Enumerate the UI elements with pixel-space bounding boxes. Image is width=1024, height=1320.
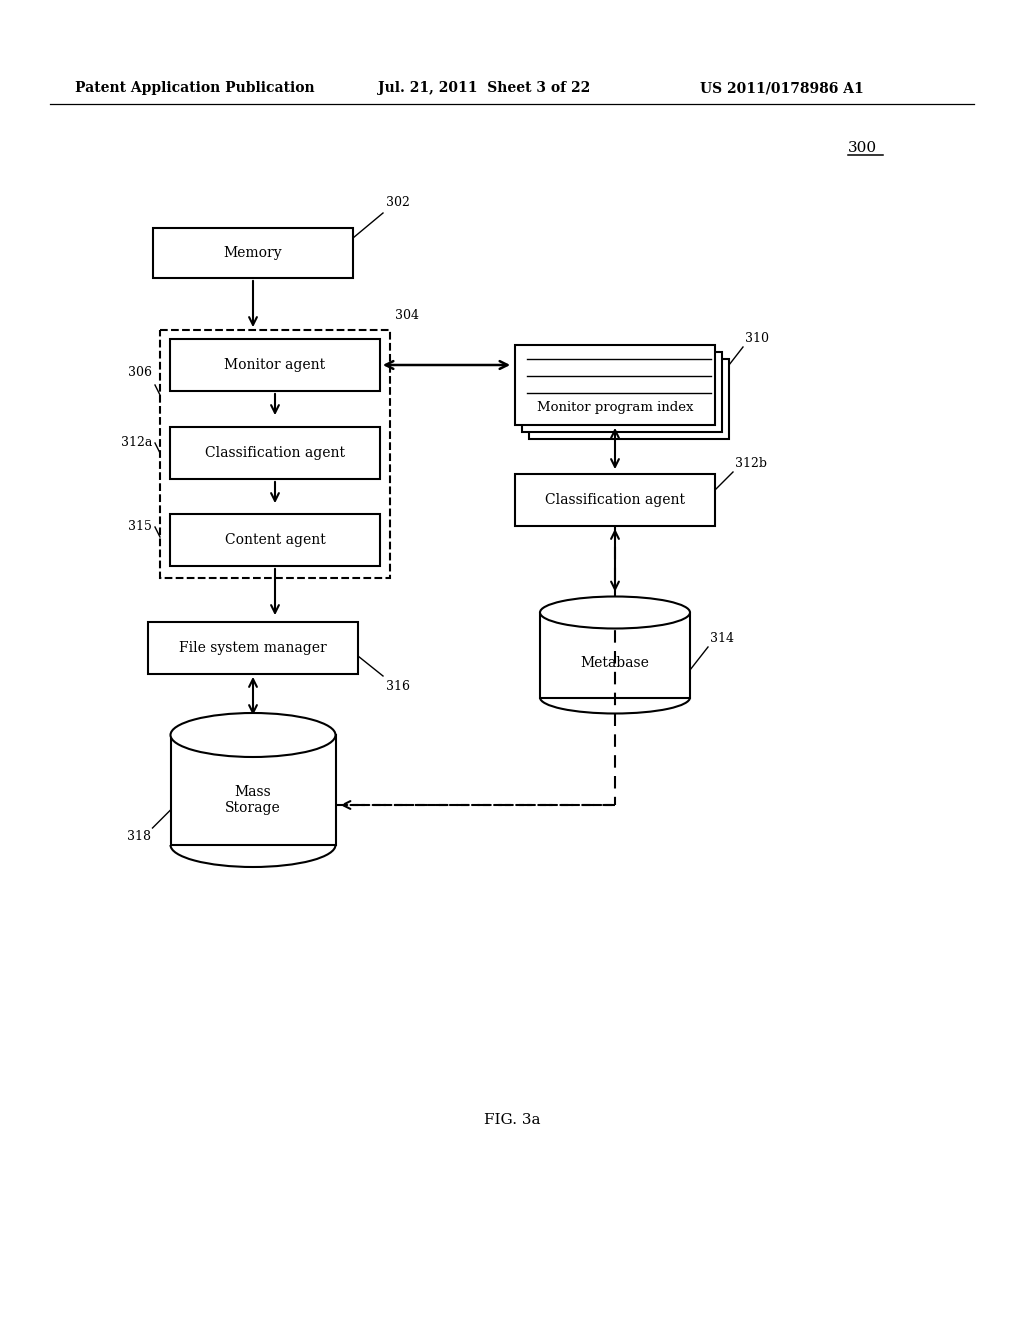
Text: 316: 316	[386, 680, 410, 693]
Text: Classification agent: Classification agent	[205, 446, 345, 459]
Text: 314: 314	[710, 632, 734, 645]
FancyBboxPatch shape	[515, 474, 715, 525]
Text: Classification agent: Classification agent	[545, 492, 685, 507]
FancyBboxPatch shape	[170, 339, 380, 391]
FancyBboxPatch shape	[148, 622, 358, 675]
Text: 300: 300	[848, 141, 878, 154]
Text: Mass
Storage: Mass Storage	[225, 785, 281, 814]
Text: Monitor program index: Monitor program index	[537, 400, 693, 413]
FancyBboxPatch shape	[522, 352, 722, 432]
FancyBboxPatch shape	[170, 426, 380, 479]
Text: Metabase: Metabase	[581, 656, 649, 671]
Bar	[171, 735, 336, 845]
Text: 315: 315	[128, 520, 152, 533]
Text: 304: 304	[395, 309, 419, 322]
Ellipse shape	[540, 597, 690, 628]
FancyBboxPatch shape	[153, 228, 353, 279]
Text: 306: 306	[128, 366, 152, 379]
Text: 302: 302	[386, 195, 410, 209]
Text: 312b: 312b	[735, 457, 767, 470]
FancyBboxPatch shape	[515, 345, 715, 425]
Ellipse shape	[171, 713, 336, 756]
Text: Memory: Memory	[223, 246, 283, 260]
Text: Patent Application Publication: Patent Application Publication	[75, 81, 314, 95]
Text: US 2011/0178986 A1: US 2011/0178986 A1	[700, 81, 864, 95]
FancyBboxPatch shape	[529, 359, 729, 440]
Text: 318: 318	[127, 830, 151, 843]
Text: 312a: 312a	[121, 437, 152, 450]
Text: FIG. 3a: FIG. 3a	[483, 1113, 541, 1127]
Text: 310: 310	[745, 333, 769, 345]
FancyBboxPatch shape	[170, 513, 380, 566]
Text: File system manager: File system manager	[179, 642, 327, 655]
Bar	[540, 612, 690, 697]
Text: Monitor agent: Monitor agent	[224, 358, 326, 372]
Text: Jul. 21, 2011  Sheet 3 of 22: Jul. 21, 2011 Sheet 3 of 22	[378, 81, 590, 95]
Text: Content agent: Content agent	[224, 533, 326, 546]
